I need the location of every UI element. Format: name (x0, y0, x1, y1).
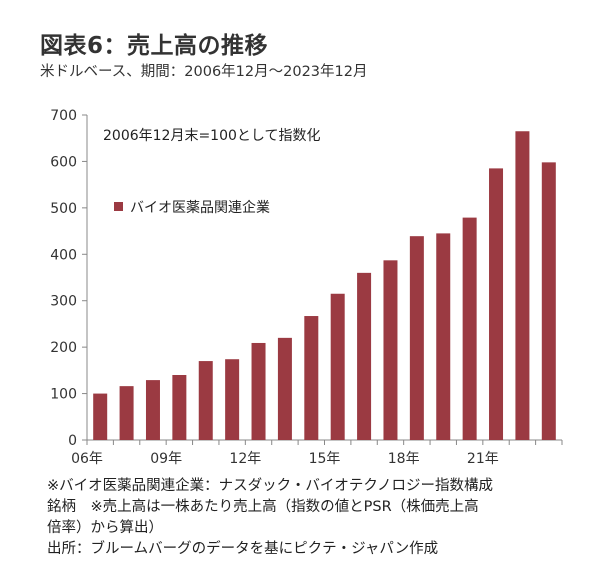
y-tick-label: 0 (68, 433, 77, 449)
bar (489, 168, 504, 440)
legend-swatch (114, 202, 123, 211)
bar (225, 359, 240, 440)
chart-annotation: 2006年12月末=100として指数化 (103, 128, 320, 144)
footnotes: ※バイオ医薬品関連企業：ナスダック・バイオテクノロジー指数構成 銘柄 ※売上高は… (47, 476, 567, 560)
bar (93, 393, 108, 440)
footnote-line: 倍率）から算出） (47, 520, 163, 536)
x-tick-label: 15年 (309, 451, 341, 467)
chart-subtitle: 米ドルベース、期間：2006年12月～2023年12月 (40, 64, 368, 80)
bar (409, 236, 424, 440)
bar (383, 260, 398, 440)
y-tick-label: 100 (50, 387, 77, 403)
axes (82, 114, 563, 445)
x-tick-label: 12年 (229, 451, 261, 467)
footnote-line: ※バイオ医薬品関連企業：ナスダック・バイオテクノロジー指数構成 (47, 478, 493, 494)
bar (330, 293, 345, 440)
bar (541, 162, 556, 440)
x-tick-label: 21年 (467, 451, 499, 467)
y-tick-label: 400 (50, 247, 77, 263)
bar (304, 316, 319, 440)
y-tick-label: 700 (50, 108, 77, 124)
footnote-line: 出所：ブルームバーグのデータを基にピクテ・ジャパン作成 (47, 541, 439, 557)
bar (462, 217, 477, 440)
bar (172, 375, 187, 440)
y-tick-label: 500 (50, 201, 77, 217)
x-tick-label: 18年 (388, 451, 420, 467)
y-tick-label: 600 (50, 154, 77, 170)
bar (251, 342, 266, 440)
bar (198, 361, 213, 440)
legend-label: バイオ医薬品関連企業 (130, 199, 270, 216)
bar (515, 131, 530, 440)
bars (93, 131, 556, 440)
bar (436, 233, 451, 440)
bar (357, 272, 372, 440)
bar (277, 337, 292, 440)
footnote-line: 銘柄 ※売上高は一株あたり売上高（指数の値とPSR（株価売上高 (47, 499, 479, 515)
chart-title: 図表6：売上高の推移 (40, 33, 269, 59)
bar (145, 380, 160, 440)
y-tick-label: 200 (50, 340, 77, 356)
tick-labels: 0 100 200 300 400 500 600 700 06年 09年 12年 15年 18年 21年 (50, 108, 498, 467)
x-tick-label: 06年 (71, 451, 103, 467)
bar-chart: 0 100 200 300 400 500 600 700 06年 09年 12年 15年 18年 21年… (50, 108, 563, 467)
y-tick-label: 300 (50, 294, 77, 310)
bar (119, 386, 134, 440)
x-tick-label: 09年 (150, 451, 182, 467)
